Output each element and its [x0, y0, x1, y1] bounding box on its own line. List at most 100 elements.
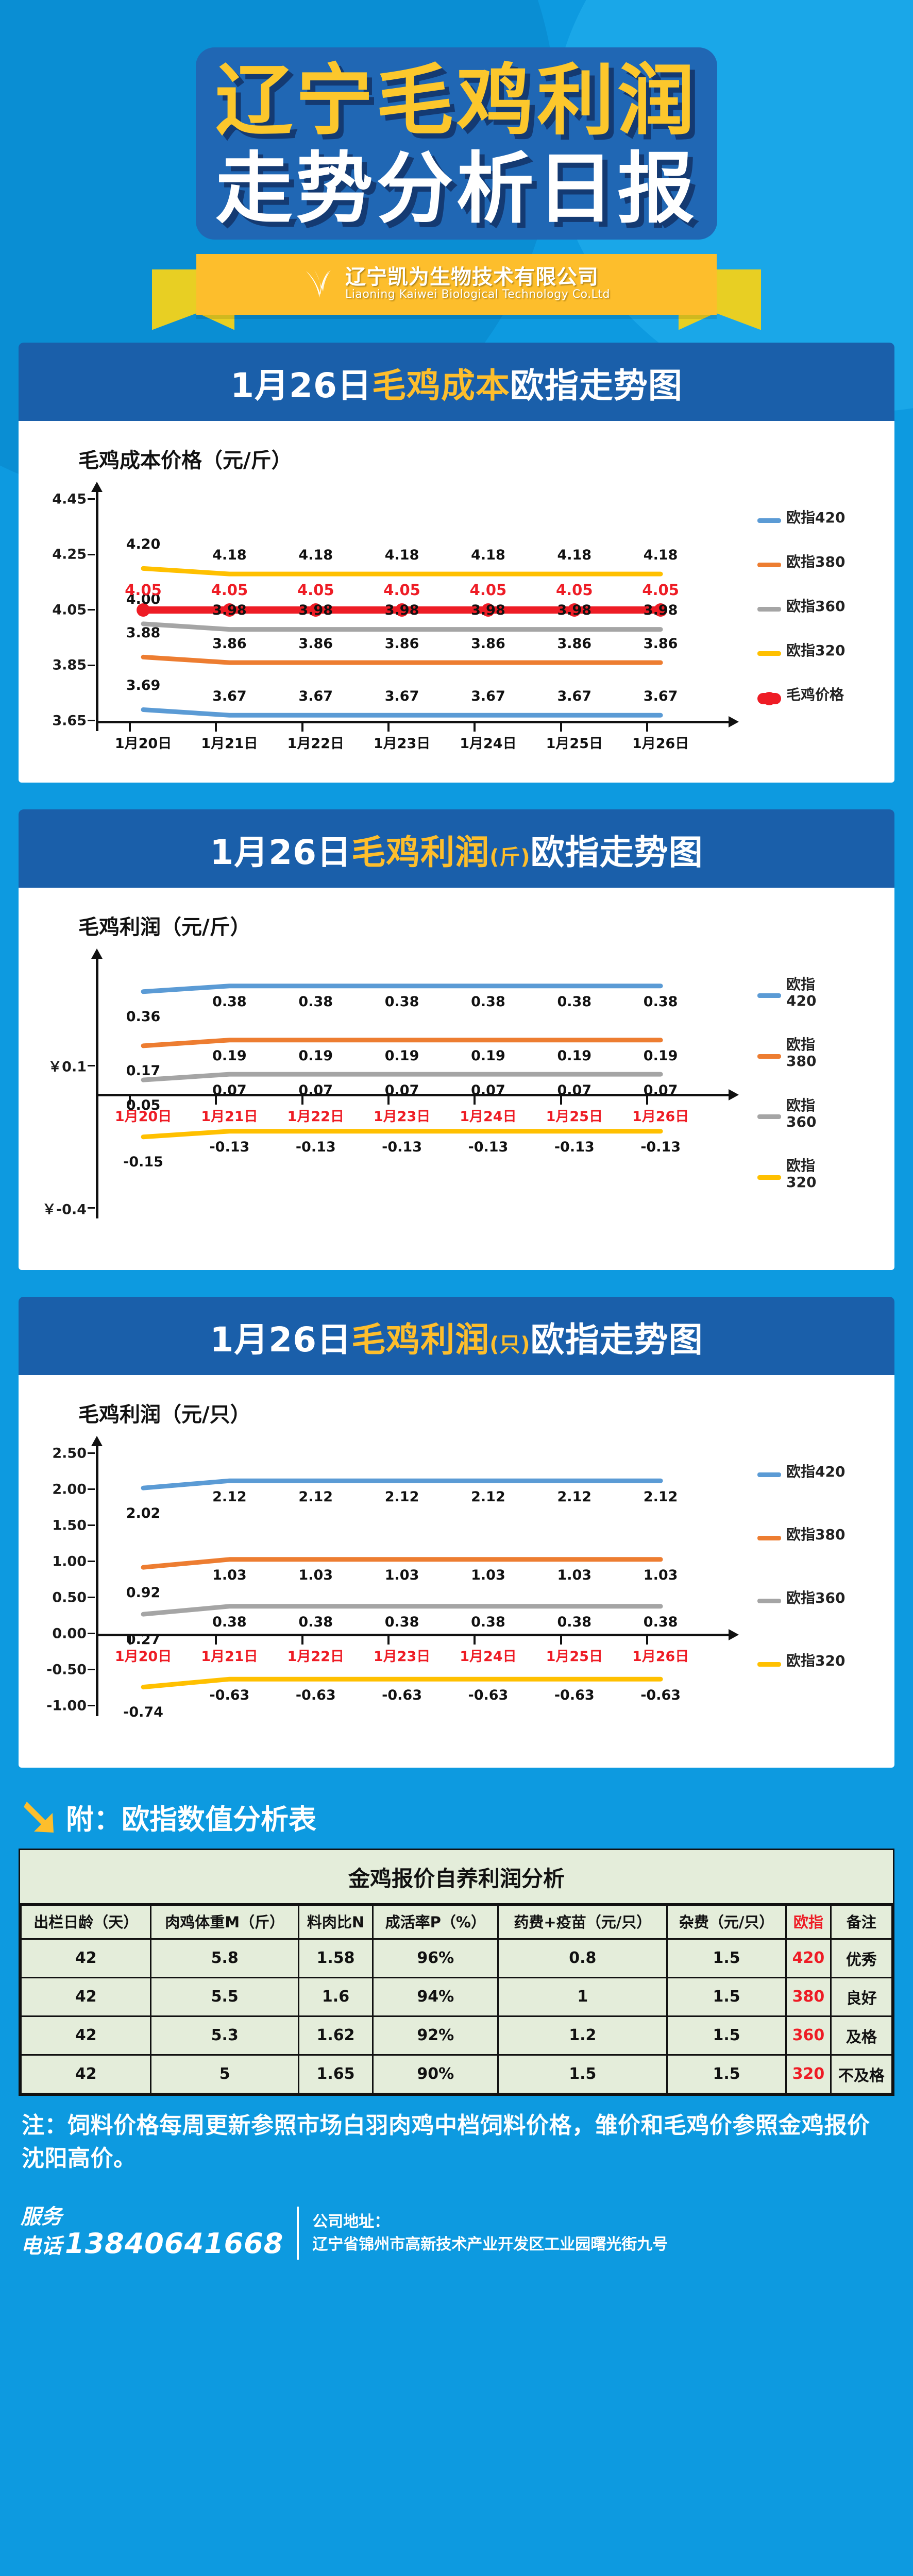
analysis-table-wrap: 金鸡报价自养利润分析 出栏日龄（天） 肉鸡体重M（斤） 料肉比N 成活率P（%） 药费+…: [19, 1848, 894, 2096]
data-point-label: -0.13: [382, 1139, 422, 1156]
data-point-label: -0.13: [554, 1139, 595, 1156]
table-cell: 1.5: [666, 1976, 787, 2017]
legend-color-swatch: [757, 692, 781, 704]
data-point-label: 0.38: [298, 1614, 333, 1631]
x-axis-tick: [474, 1636, 476, 1645]
table-cell: 42: [20, 1938, 152, 1978]
data-point-label: 0.38: [471, 994, 505, 1010]
section-3-sub: (只): [489, 1332, 531, 1357]
page-footer: 服务 电话 13840641668 公司地址： 辽宁省锦州市高新技术产业开发区工…: [0, 2193, 913, 2277]
table-cell: 优秀: [830, 1938, 893, 1978]
company-logo-icon: [303, 268, 336, 301]
y-axis-tick-label: 2.00: [52, 1481, 87, 1497]
analysis-table-body: 42 5.8 1.58 96% 0.8 1.5 420 优秀 42 5.5 1.6 94% 1 1.5 38…: [20, 1938, 893, 2094]
legend-label: 欧指320: [786, 641, 846, 659]
legend-color-swatch: [757, 607, 781, 612]
x-axis-tick-label: 1月22日: [287, 1109, 344, 1125]
x-axis-tick-label: 1月21日: [201, 735, 258, 752]
legend-item[interactable]: 欧指360: [757, 598, 845, 615]
data-point-label: -0.13: [468, 1139, 509, 1156]
data-point-label: 0.07: [212, 1082, 247, 1098]
data-point-label: 2.12: [557, 1488, 592, 1505]
chart-1-legend: 欧指420 欧指380 欧指360 欧指320 毛鸡价格: [750, 479, 879, 767]
y-axis-tick-label: ￥0.1: [48, 1056, 87, 1076]
y-axis-tick-label: 4.45: [52, 491, 87, 507]
x-axis-tick-label: 1月23日: [373, 735, 431, 752]
footer-phone-number[interactable]: 13840641668: [65, 2227, 284, 2260]
y-axis: 4.45 4.25 4.05 3.85 3.65: [34, 479, 96, 767]
data-point-label: 3.86: [643, 635, 678, 652]
legend-item[interactable]: 欧指360: [757, 1589, 845, 1606]
x-axis-tick-label: 1月24日: [460, 1648, 517, 1665]
legend-item[interactable]: 欧指420: [757, 1463, 846, 1480]
data-point-label: 0.38: [471, 1614, 505, 1631]
data-point-label: 1.03: [298, 1567, 333, 1584]
y-axis-tick-label: ￥-0.4: [42, 1198, 87, 1218]
legend-color-swatch: [757, 1054, 781, 1059]
x-axis-tick: [129, 1096, 131, 1105]
table-cell: 5.3: [150, 2015, 299, 2056]
legend-item[interactable]: 毛鸡价格: [757, 687, 844, 704]
data-point-label: -0.15: [123, 1154, 163, 1171]
data-point-label: 3.98: [643, 602, 678, 619]
data-point-label: 0.38: [298, 994, 333, 1010]
x-axis-tick-label: 1月26日: [632, 1109, 689, 1125]
data-point-label: -0.63: [382, 1687, 422, 1703]
data-point-label: 4.05: [297, 581, 334, 599]
data-point-label: 0.07: [298, 1082, 333, 1098]
table-row: 42 5.8 1.58 96% 0.8 1.5 420 优秀: [20, 1938, 893, 1978]
data-point-label: 0.17: [126, 1063, 161, 1079]
table-cell: 1.65: [297, 2054, 374, 2094]
legend-item[interactable]: 欧指420: [757, 509, 845, 526]
y-axis-tick-label: -1.00: [46, 1698, 87, 1714]
table-row: 42 5.3 1.62 92% 1.2 1.5 360 及格: [20, 2015, 893, 2056]
table-cell: 320: [785, 2054, 832, 2094]
analysis-table-head: 出栏日龄（天） 肉鸡体重M（斤） 料肉比N 成活率P（%） 药费+疫苗（元/只） 杂费（元…: [20, 1904, 893, 1940]
data-point-label: -0.63: [554, 1687, 595, 1703]
y-axis-line: [91, 948, 103, 1218]
x-axis-tick: [301, 1096, 303, 1105]
legend-item[interactable]: 欧指380: [757, 553, 845, 570]
legend-item[interactable]: 欧指380: [757, 1526, 845, 1543]
title-block: 辽宁毛鸡利润 走势分析日报: [195, 47, 717, 240]
chart-1-title: 毛鸡成本价格（元/斤）: [78, 448, 292, 472]
x-axis-tick: [215, 1096, 217, 1105]
chart-series-svg: [137, 566, 668, 718]
data-point-label: 4.18: [557, 547, 592, 563]
section-cost: 1月26日毛鸡成本欧指走势图 毛鸡成本价格（元/斤） 4.45 4.25 4.05 3…: [19, 342, 894, 783]
data-point-label: -0.63: [295, 1687, 336, 1703]
data-point-label: -0.63: [468, 1687, 509, 1703]
footer-contact: 服务 电话 13840641668: [21, 2207, 283, 2260]
data-point-label: 3.67: [384, 688, 419, 704]
table-header-cell: 杂费（元/只）: [666, 1904, 787, 1940]
legend-label: 欧指420: [786, 1463, 846, 1480]
x-axis-tick-label: 1月24日: [460, 1109, 517, 1125]
legend-color-swatch: [757, 1662, 781, 1667]
x-axis-line: [96, 1629, 739, 1640]
y-axis-tick-label: 1.50: [52, 1517, 87, 1533]
table-cell: 94%: [372, 1976, 499, 2017]
chart-panel-1: 毛鸡成本价格（元/斤） 4.45 4.25 4.05 3.85 3.65 1月20日 1月2…: [19, 420, 894, 783]
data-point-label: 3.86: [212, 635, 247, 652]
x-axis-line: [96, 716, 739, 727]
section-2-suffix: 欧指走势图: [530, 832, 703, 872]
legend-item[interactable]: 欧指320: [757, 642, 845, 659]
footer-service-label: 服务: [21, 2205, 62, 2229]
chart-series-svg: [141, 1478, 663, 1689]
table-header-cell: 备注: [830, 1904, 893, 1940]
data-point-label: 0.38: [384, 994, 419, 1010]
data-point-label: 0.38: [643, 994, 678, 1010]
table-cell: 1.62: [297, 2015, 374, 2056]
legend-item[interactable]: 欧指320: [757, 1652, 845, 1669]
x-axis-tick-label: 1月25日: [546, 735, 603, 752]
data-point-label: 3.67: [471, 688, 505, 704]
data-point-label: 0.19: [557, 1048, 592, 1064]
section-1-date: 1月26日: [230, 365, 372, 405]
